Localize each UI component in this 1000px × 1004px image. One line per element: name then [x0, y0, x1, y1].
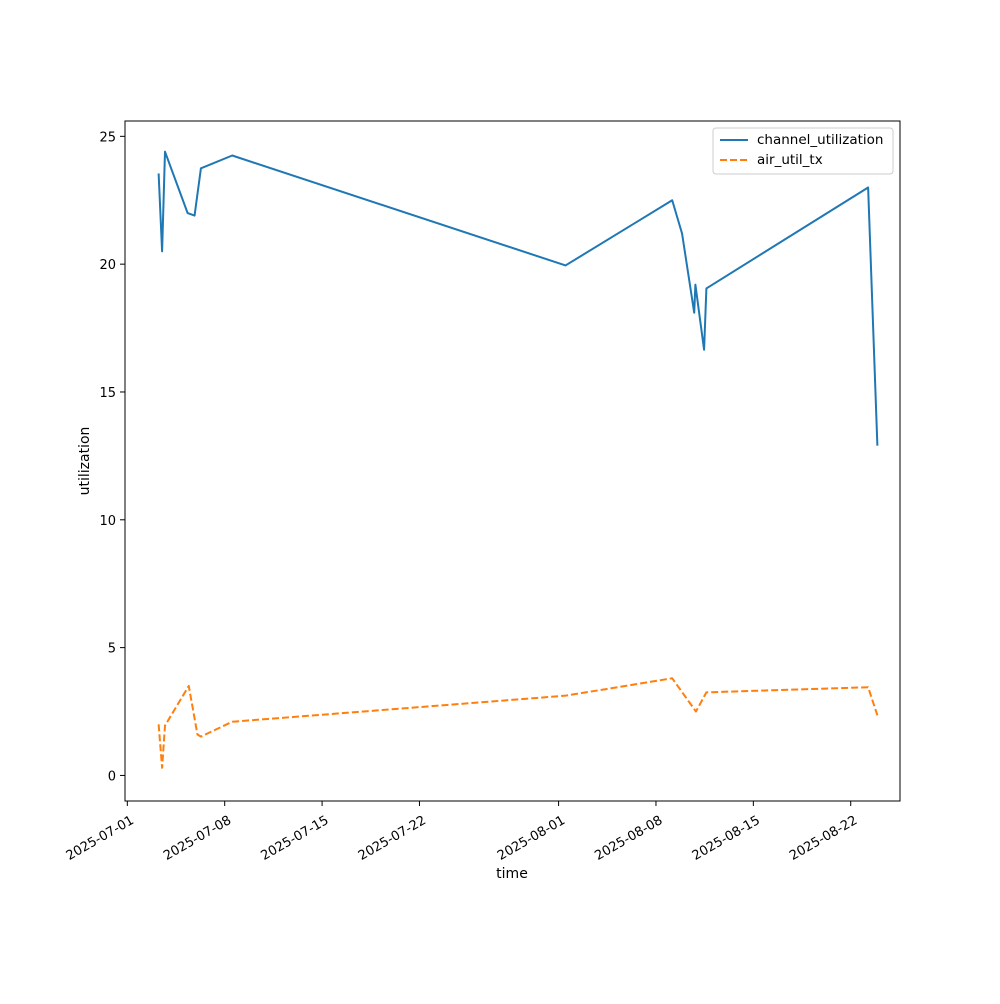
data-point-channel-utilization-5	[200, 167, 202, 169]
data-point-channel-utilization-9	[681, 232, 683, 234]
series-line-channel-utilization	[157, 150, 879, 446]
y-tick-label: 5	[108, 642, 116, 657]
data-point-air-util-tx-7	[565, 695, 567, 697]
data-point-channel-utilization-7	[565, 264, 567, 266]
data-point-air-util-tx-2	[164, 725, 166, 727]
data-point-channel-utilization-13	[705, 287, 707, 289]
data-point-air-util-tx-8	[671, 677, 673, 679]
data-point-air-util-tx-10	[705, 691, 707, 693]
y-tick-label: 20	[99, 258, 116, 273]
data-point-air-util-tx-4	[196, 734, 198, 736]
data-point-air-util-tx-9	[695, 711, 697, 713]
x-axis-label: time	[496, 866, 528, 882]
data-point-channel-utilization-12	[703, 349, 705, 351]
data-point-air-util-tx-0	[158, 723, 160, 725]
y-tick-label: 0	[108, 769, 116, 784]
data-point-air-util-tx-5	[200, 736, 202, 738]
data-point-channel-utilization-6	[231, 155, 233, 157]
data-point-channel-utilization-10	[693, 312, 695, 314]
legend: channel_utilization air_util_tx	[712, 127, 894, 175]
plot-frame	[124, 120, 901, 802]
data-point-channel-utilization-3	[187, 212, 189, 214]
data-point-air-util-tx-3	[188, 685, 190, 687]
data-point-channel-utilization-8	[671, 199, 673, 201]
data-point-channel-utilization-1	[161, 250, 163, 252]
data-point-channel-utilization-4	[194, 215, 196, 217]
y-axis: 0 5 10 15 20 25	[99, 130, 125, 784]
data-point-air-util-tx-6	[231, 721, 233, 723]
data-point-channel-utilization-15	[876, 445, 878, 447]
y-tick-label: 25	[99, 130, 116, 145]
series-line-air-util-tx	[157, 677, 879, 769]
data-point-channel-utilization-11	[694, 284, 696, 286]
data-point-channel-utilization-2	[164, 151, 166, 153]
y-tick-label: 15	[99, 386, 116, 401]
data-point-air-util-tx-11	[867, 686, 869, 688]
data-point-channel-utilization-14	[867, 186, 869, 188]
series-layer	[157, 150, 879, 769]
data-point-channel-utilization-0	[158, 172, 160, 174]
legend-box	[712, 127, 894, 175]
y-tick-label: 10	[99, 514, 116, 529]
data-point-air-util-tx-1	[161, 767, 163, 769]
y-axis-label: utilization	[77, 427, 93, 496]
legend-label-channel-utilization: channel_utilization	[757, 132, 884, 148]
legend-label-air-util-tx: air_util_tx	[757, 152, 823, 168]
data-point-air-util-tx-12	[876, 714, 878, 716]
